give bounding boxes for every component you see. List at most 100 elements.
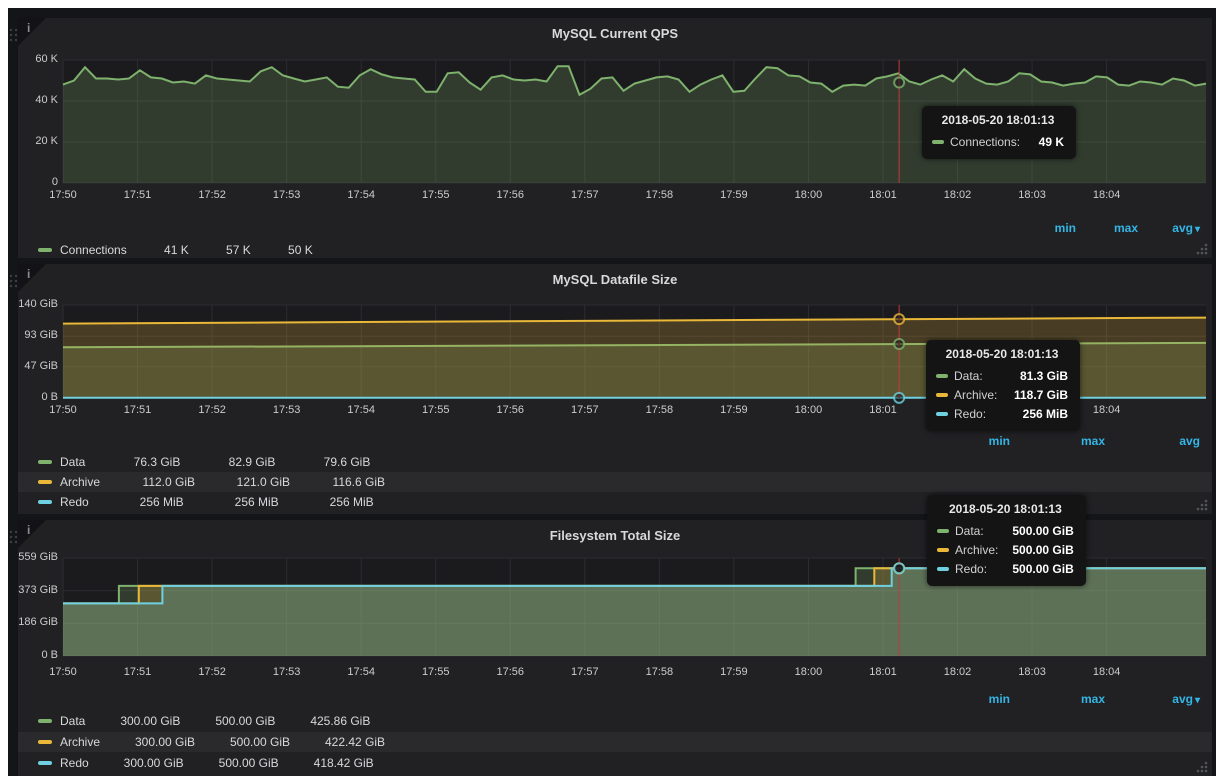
series-label: Redo <box>60 495 89 509</box>
legend-stat-avg: 422.42 GiB <box>290 735 385 749</box>
hover-point-redo <box>894 393 904 403</box>
tooltip-row: Connections: 49 K <box>932 132 1064 151</box>
legend-series-toggle-redo[interactable]: Redo <box>38 495 89 509</box>
x-axis-tick-label: 17:56 <box>485 404 535 416</box>
legend-sort-min[interactable]: min <box>1014 221 1076 235</box>
legend-sort-max[interactable]: max <box>1010 692 1105 706</box>
x-axis-tick-label: 17:59 <box>709 666 759 678</box>
tooltip-row: Data: 500.00 GiB <box>937 521 1074 540</box>
legend-row: Redo 300.00 GiB 500.00 GiB 418.42 GiB <box>18 753 1212 773</box>
series-label: Redo <box>60 756 89 770</box>
x-axis-tick-label: 17:52 <box>187 666 237 678</box>
x-axis-tick-label: 17:53 <box>262 666 312 678</box>
chart-tooltip-filesystem: 2018-05-20 18:01:13 Data: 500.00 GiB Arc… <box>927 495 1086 586</box>
legend-sort-avg[interactable]: avg▾ <box>1105 692 1200 706</box>
y-axis-tick-label: 0 B <box>18 391 58 403</box>
x-axis-tick-label: 17:54 <box>336 404 386 416</box>
x-axis-tick-label: 18:00 <box>783 189 833 201</box>
x-axis-tick-label: 17:53 <box>262 404 312 416</box>
legend-row: Data 300.00 GiB 500.00 GiB 425.86 GiB <box>18 711 1212 731</box>
series-color-dash <box>937 529 949 533</box>
x-axis-tick-label: 18:04 <box>1082 666 1132 678</box>
legend-sort-avg[interactable]: avg <box>1105 434 1200 448</box>
legend-stat-avg: 116.6 GiB <box>290 475 385 489</box>
legend-stat-max: 500.00 GiB <box>184 756 279 770</box>
legend-sort-max[interactable]: max <box>1076 221 1138 235</box>
x-axis-tick-label: 18:01 <box>858 666 908 678</box>
row-drag-handle[interactable] <box>9 530 17 544</box>
series-color-dash <box>932 140 944 144</box>
legend-header: min max avg▾ <box>18 690 1212 708</box>
legend-series-toggle-redo[interactable]: Redo <box>38 756 89 770</box>
x-axis-tick-label: 18:00 <box>783 404 833 416</box>
legend-row: Data 76.3 GiB 82.9 GiB 79.6 GiB <box>18 452 1212 472</box>
hover-point-archive <box>894 314 904 324</box>
y-axis-tick-label: 0 <box>18 176 58 188</box>
x-axis-tick-label: 18:01 <box>858 189 908 201</box>
series-color-dash <box>936 374 948 378</box>
legend-sort-min[interactable]: min <box>915 434 1010 448</box>
legend-series-toggle-archive[interactable]: Archive <box>38 475 100 489</box>
hover-point-redo <box>894 563 904 573</box>
legend-sort-min[interactable]: min <box>915 692 1010 706</box>
x-axis-tick-label: 17:59 <box>709 404 759 416</box>
x-axis-tick-label: 17:58 <box>634 189 684 201</box>
y-axis-tick-label: 93 GiB <box>18 329 58 341</box>
legend-row: Archive 300.00 GiB 500.00 GiB 422.42 GiB <box>18 732 1212 752</box>
legend-stat-avg: 79.6 GiB <box>275 455 370 469</box>
x-axis-tick-label: 17:59 <box>709 189 759 201</box>
x-axis-tick-label: 17:52 <box>187 404 237 416</box>
x-axis-tick-label: 17:53 <box>262 189 312 201</box>
legend-series-toggle-data[interactable]: Data <box>38 714 85 728</box>
panel-resize-handle[interactable] <box>1195 498 1209 512</box>
x-axis-tick-label: 18:00 <box>783 666 833 678</box>
row-drag-handle[interactable] <box>9 28 17 42</box>
legend-sort-max[interactable]: max <box>1010 434 1105 448</box>
x-axis-tick-label: 17:50 <box>38 404 88 416</box>
y-axis-tick-label: 559 GiB <box>18 551 58 563</box>
x-axis-tick-label: 17:58 <box>634 404 684 416</box>
x-axis-tick-label: 17:56 <box>485 189 535 201</box>
series-color-dash <box>38 719 52 723</box>
series-color-dash <box>937 567 949 571</box>
dashboard: i MySQL Current QPS 60 K40 K20 K017:5017… <box>8 8 1216 776</box>
x-axis-tick-label: 17:51 <box>113 666 163 678</box>
hover-point-data <box>894 339 904 349</box>
x-axis-tick-label: 17:57 <box>560 189 610 201</box>
panel-resize-handle[interactable] <box>1195 760 1209 774</box>
legend-sort-avg[interactable]: avg▾ <box>1138 221 1200 235</box>
x-axis-tick-label: 18:04 <box>1082 189 1132 201</box>
legend-stat-avg: 256 MiB <box>279 495 374 509</box>
sort-caret-icon: ▾ <box>1195 695 1200 706</box>
hover-point-connections <box>894 78 904 88</box>
y-axis-tick-label: 60 K <box>18 53 58 65</box>
legend-series-toggle-data[interactable]: Data <box>38 455 85 469</box>
x-axis-tick-label: 17:55 <box>411 666 461 678</box>
legend-stat-max: 500.00 GiB <box>180 714 275 728</box>
x-axis-tick-label: 17:56 <box>485 666 535 678</box>
tooltip-timestamp: 2018-05-20 18:01:13 <box>932 113 1064 127</box>
drag-dots-icon <box>9 28 17 42</box>
y-axis-tick-label: 373 GiB <box>18 584 58 596</box>
series-color-dash <box>38 761 52 765</box>
panel-resize-handle[interactable] <box>1195 242 1209 256</box>
row-drag-handle[interactable] <box>9 274 17 288</box>
y-axis-tick-label: 140 GiB <box>18 298 58 310</box>
chart-tooltip-datafile: 2018-05-20 18:01:13 Data: 81.3 GiB Archi… <box>926 340 1080 431</box>
legend-row: Connections 41 K 57 K 50 K <box>18 240 1212 260</box>
y-axis-tick-label: 0 B <box>18 649 58 661</box>
x-axis-tick-label: 18:02 <box>933 666 983 678</box>
legend-stat-avg: 425.86 GiB <box>275 714 370 728</box>
series-label: Data <box>60 455 85 469</box>
series-color-dash <box>38 460 52 464</box>
legend-stat-avg: 418.42 GiB <box>279 756 374 770</box>
series-color-dash <box>937 548 949 552</box>
x-axis-tick-label: 17:54 <box>336 666 386 678</box>
drag-dots-icon <box>9 274 17 288</box>
legend-series-toggle-connections[interactable]: Connections <box>38 243 127 257</box>
legend-stat-min: 76.3 GiB <box>85 455 180 469</box>
legend-stat-max: 57 K <box>189 243 251 257</box>
legend-header: min max avg <box>18 432 1212 450</box>
y-axis-tick-label: 47 GiB <box>18 360 58 372</box>
legend-series-toggle-archive[interactable]: Archive <box>38 735 100 749</box>
